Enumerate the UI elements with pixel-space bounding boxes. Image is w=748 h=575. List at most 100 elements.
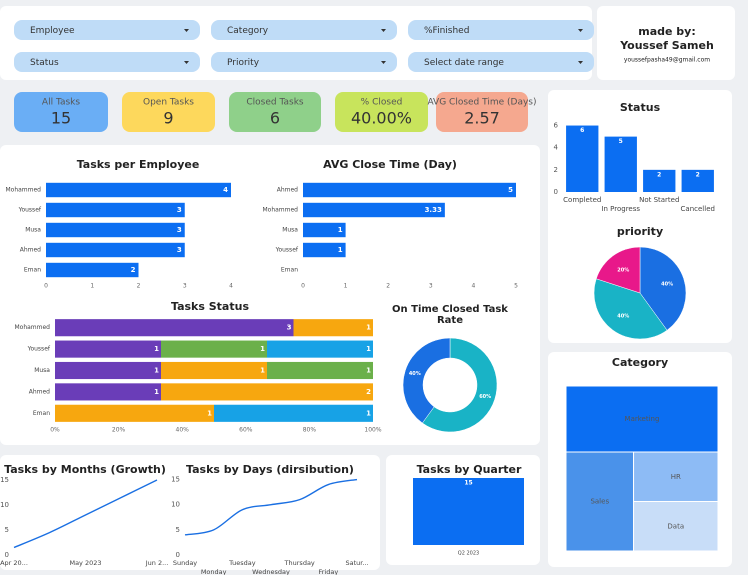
filter-dropdown[interactable] bbox=[408, 52, 594, 72]
data-label: 1 bbox=[366, 345, 371, 353]
data-label: 60% bbox=[479, 394, 491, 400]
slice bbox=[593, 278, 668, 340]
bar-segment bbox=[214, 404, 373, 422]
bar bbox=[46, 202, 185, 218]
kpi-label: All Tasks bbox=[42, 98, 80, 108]
credit-name: Youssef Sameh bbox=[619, 39, 714, 52]
data-label: 3 bbox=[177, 206, 182, 214]
x-tick-label: 2 bbox=[386, 283, 390, 290]
bar bbox=[46, 242, 185, 258]
kpi-value: 9 bbox=[163, 109, 173, 128]
x-tick-label: Monday bbox=[201, 568, 227, 575]
y-tick-label: 2 bbox=[554, 166, 558, 174]
x-tick-label: Tuesday bbox=[228, 559, 256, 567]
dropdown-arrow bbox=[578, 29, 583, 32]
dropdown-arrow bbox=[184, 61, 189, 64]
credit-panel bbox=[597, 6, 735, 80]
x-tick-label: 20% bbox=[112, 427, 126, 434]
bar bbox=[566, 125, 599, 192]
y-tick-label: 10 bbox=[171, 501, 180, 509]
data-label: 40% bbox=[617, 314, 629, 320]
x-tick-label: 4 bbox=[229, 283, 233, 290]
filter-dropdown[interactable] bbox=[211, 52, 397, 72]
bar bbox=[681, 169, 714, 192]
filter-label: Status bbox=[30, 58, 59, 68]
kpi-card bbox=[14, 92, 108, 132]
bar-segment bbox=[161, 383, 373, 401]
x-tick-label: 4 bbox=[471, 283, 475, 290]
filter-dropdown[interactable] bbox=[14, 52, 200, 72]
chart-title: Tasks Status bbox=[171, 300, 249, 313]
chart-title: AVG Close Time (Day) bbox=[323, 158, 457, 171]
kpi-label: Open Tasks bbox=[143, 98, 194, 108]
x-tick-label: 0% bbox=[50, 427, 60, 434]
slice bbox=[402, 337, 451, 424]
chart-title: Tasks by Months (Growth) bbox=[4, 463, 166, 476]
chart-title: Tasks by Quarter bbox=[417, 463, 522, 476]
line bbox=[184, 478, 358, 536]
kpi-label: AVG Closed Time (Days) bbox=[427, 98, 536, 108]
data-label: 4 bbox=[223, 186, 228, 194]
data-label: 1 bbox=[260, 345, 265, 353]
bar bbox=[413, 478, 524, 545]
cell-label: Data bbox=[667, 522, 684, 530]
y-category-label: Mohammed bbox=[262, 207, 298, 214]
bar-segment bbox=[267, 361, 373, 380]
x-tick-label: 0 bbox=[301, 283, 305, 290]
data-label: 3.33 bbox=[425, 206, 442, 214]
x-tick-label: 2 bbox=[137, 283, 141, 290]
kpi-card bbox=[229, 92, 321, 132]
x-category-label: In Progress bbox=[601, 205, 640, 213]
y-tick-label: 15 bbox=[171, 476, 180, 484]
kpi-value: 2.57 bbox=[464, 109, 500, 128]
data-label: 1 bbox=[154, 345, 159, 353]
filter-dropdown[interactable] bbox=[14, 20, 200, 40]
data-label: 1 bbox=[366, 367, 371, 375]
cell-label: Sales bbox=[590, 498, 609, 506]
data-label: 6 bbox=[580, 127, 584, 134]
chart-title: Category bbox=[612, 356, 668, 369]
bar bbox=[303, 182, 516, 198]
x-tick-label: Apr 20... bbox=[0, 559, 28, 567]
treemap-cell bbox=[633, 451, 719, 502]
data-label: 2 bbox=[366, 388, 371, 396]
bar-segment bbox=[293, 319, 373, 337]
bar bbox=[303, 222, 346, 238]
kpi-value: 6 bbox=[270, 109, 280, 128]
dropdown-arrow bbox=[184, 29, 189, 32]
y-category-label: Eman bbox=[24, 267, 41, 274]
filter-dropdown[interactable] bbox=[211, 20, 397, 40]
slice bbox=[595, 246, 641, 294]
kpi-value: 40.00% bbox=[351, 109, 412, 128]
data-label: 3 bbox=[177, 226, 182, 234]
x-tick-label: Satur... bbox=[345, 559, 368, 567]
slice bbox=[639, 246, 687, 331]
x-category-label: Cancelled bbox=[681, 205, 715, 213]
y-category-label: Mohammed bbox=[14, 324, 50, 331]
data-label: 1 bbox=[260, 367, 265, 375]
data-label: 2 bbox=[131, 266, 136, 274]
data-label: 1 bbox=[154, 367, 159, 375]
kpi-card bbox=[335, 92, 428, 132]
y-category-label: Eman bbox=[281, 267, 298, 274]
y-tick-label: 5 bbox=[5, 526, 9, 534]
y-category-label: Musa bbox=[25, 227, 41, 234]
data-label: 1 bbox=[366, 324, 371, 332]
bar bbox=[46, 262, 139, 278]
slice bbox=[422, 337, 498, 433]
x-tick-label: 3 bbox=[429, 283, 433, 290]
y-category-label: Musa bbox=[282, 227, 298, 234]
data-label: 40% bbox=[661, 282, 673, 288]
data-label: 5 bbox=[508, 186, 513, 194]
y-tick-label: 0 bbox=[5, 551, 9, 559]
chart-title: Tasks per Employee bbox=[77, 158, 200, 171]
cell-label: Marketing bbox=[625, 415, 660, 423]
filter-label: Select date range bbox=[424, 58, 504, 68]
chart-title: priority bbox=[617, 225, 663, 238]
x-tick-label: 60% bbox=[239, 427, 253, 434]
filter-dropdown[interactable] bbox=[408, 20, 594, 40]
x-category-label: Completed bbox=[563, 196, 601, 204]
credit-email: youssefpasha49@gmail.com bbox=[624, 57, 710, 64]
data-label: 1 bbox=[338, 246, 343, 254]
data-label: 1 bbox=[154, 388, 159, 396]
